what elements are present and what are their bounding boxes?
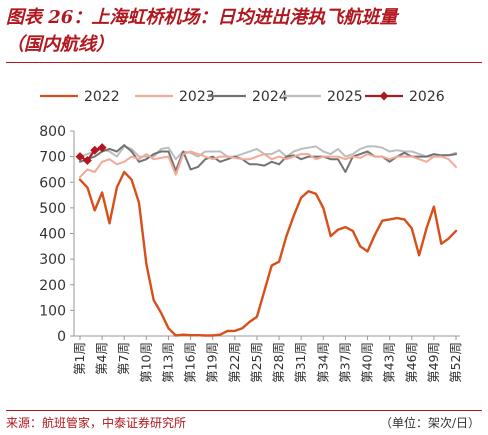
series-2026-marker <box>90 145 100 155</box>
x-tick-label: 第10周 <box>138 342 153 383</box>
x-tick-label: 第37周 <box>337 342 352 383</box>
title-divider <box>6 62 482 63</box>
x-tick-label: 第7周 <box>116 342 131 375</box>
y-tick-label: 300 <box>39 252 66 268</box>
series-group <box>75 143 458 337</box>
x-tick-label: 第25周 <box>249 342 264 383</box>
series-2026-marker <box>82 155 92 165</box>
y-tick-label: 400 <box>39 227 66 243</box>
x-tick-label: 第40周 <box>360 342 375 383</box>
x-tick-label: 第31周 <box>293 342 308 383</box>
title-line-1: 图表 26：上海虹桥机场：日均进出港执飞航班量 <box>6 7 398 28</box>
legend-label-2023: 2023 <box>179 89 215 105</box>
unit-note: （单位：架次/日） <box>379 416 480 430</box>
y-tick-label: 500 <box>39 201 66 217</box>
y-tick-label: 800 <box>39 124 66 140</box>
y-tick-label: 600 <box>39 175 66 191</box>
x-tick-label: 第34周 <box>315 342 330 383</box>
y-tick-label: 200 <box>39 278 66 294</box>
series-2026-marker <box>97 143 107 153</box>
title-line-2: （国内航线） <box>6 34 114 55</box>
legend-label-2025: 2025 <box>327 89 363 105</box>
series-2026-marker <box>75 152 85 162</box>
x-tick-label: 第19周 <box>205 342 220 383</box>
series-line-2022 <box>78 170 458 337</box>
series-line-2024 <box>79 144 457 173</box>
series-line-2026 <box>78 146 104 162</box>
x-tick-label: 第49周 <box>426 342 441 383</box>
x-tick-label: 第46周 <box>404 342 419 383</box>
y-tick-label: 100 <box>39 303 66 319</box>
legend-label-2022: 2022 <box>84 89 120 105</box>
x-tick-label: 第43周 <box>382 342 397 383</box>
legend-label-2026: 2026 <box>409 89 445 105</box>
chart-title: 图表 26：上海虹桥机场：日均进出港执飞航班量 （国内航线） <box>6 4 484 58</box>
legend-label-2024: 2024 <box>252 89 288 105</box>
legend: 2022 2023 2024 2025 2026 <box>40 89 445 105</box>
footer-divider <box>6 410 482 411</box>
legend-marker-2026 <box>379 91 389 101</box>
x-tick-label: 第16周 <box>183 342 198 383</box>
y-tick-label: 0 <box>57 329 66 345</box>
x-tick-label: 第52周 <box>448 342 463 383</box>
y-tick-label: 700 <box>39 150 66 166</box>
x-tick-label: 第28周 <box>271 342 286 383</box>
x-tick-label: 第4周 <box>94 342 109 375</box>
x-tick-label: 第1周 <box>72 342 87 375</box>
series-line-2023 <box>79 150 457 179</box>
source-note: 来源：航班管家，中泰证券研究所 <box>6 416 187 430</box>
x-tick-label: 第13周 <box>160 342 175 383</box>
x-tick-label: 第22周 <box>227 342 242 383</box>
